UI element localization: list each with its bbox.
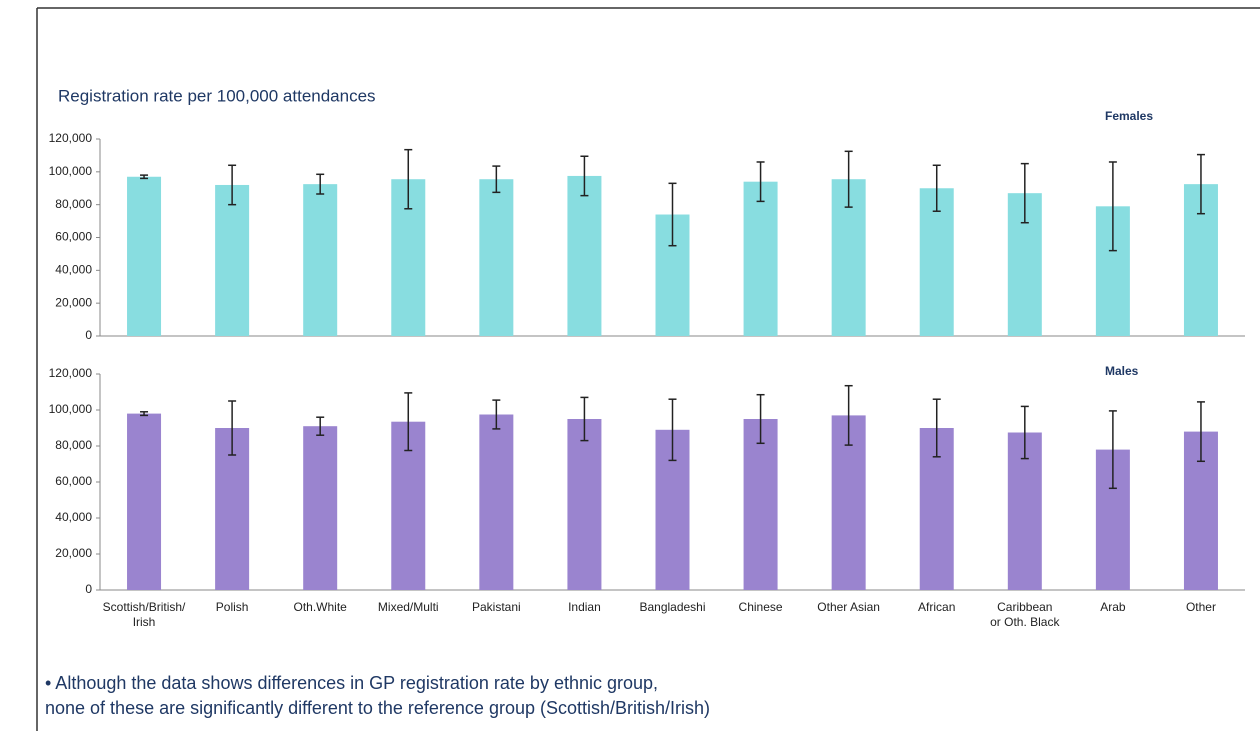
bar [127, 176, 162, 336]
error-bar [404, 392, 413, 452]
error-bar [316, 173, 325, 195]
y-tick-label: 40,000 [55, 510, 92, 524]
note-line: none of these are significantly differen… [45, 698, 710, 718]
error-bar [404, 148, 413, 210]
error-bar [1108, 161, 1117, 252]
y-tick-label: 0 [85, 582, 92, 596]
error-bar [140, 174, 149, 180]
error-bar [228, 400, 237, 456]
x-tick-label: African [918, 600, 956, 614]
y-tick-label: 120,000 [49, 366, 93, 380]
x-tick-label: Pakistani [471, 600, 521, 614]
y-tick-label: 60,000 [55, 230, 92, 244]
bar [479, 414, 514, 590]
y-tick-label: 80,000 [55, 438, 92, 452]
error-bar [668, 398, 677, 462]
error-bar [1108, 410, 1117, 490]
bar [567, 175, 602, 336]
y-tick-label: 40,000 [55, 263, 92, 277]
panel-label: Males [1105, 364, 1139, 378]
note-line: • Although the data shows differences in… [45, 673, 658, 693]
error-bar [228, 164, 237, 206]
y-tick-label: 60,000 [55, 474, 92, 488]
y-tick-label: 100,000 [49, 402, 93, 416]
bar [479, 179, 514, 336]
x-tick-label: Other Asian [817, 600, 880, 614]
error-bar [1196, 153, 1205, 215]
x-tick-label: Arab [1100, 600, 1126, 614]
x-tick-label: Oth.White [293, 600, 347, 614]
bar [743, 181, 778, 336]
y-tick-label: 120,000 [49, 131, 93, 145]
error-bar [140, 411, 149, 417]
bar [215, 184, 250, 336]
bar [127, 413, 162, 590]
error-bar [1020, 405, 1029, 460]
y-tick-label: 100,000 [49, 164, 93, 178]
error-bar [756, 393, 765, 445]
error-bar [316, 416, 325, 436]
y-tick-label: 0 [85, 328, 92, 342]
x-tick-label: Polish [215, 600, 249, 614]
panel-label: Females [1105, 109, 1153, 123]
error-bar [932, 164, 941, 212]
x-tick-label: Bangladeshi [639, 600, 706, 614]
error-bar [756, 161, 765, 203]
error-bar [1020, 162, 1029, 224]
bar [303, 184, 338, 336]
x-tick-label: Mixed/Multi [377, 600, 439, 614]
x-tick-label: Other [1185, 600, 1216, 614]
chart-title: Registration rate per 100,000 attendance… [58, 86, 376, 105]
error-bar [492, 165, 501, 194]
y-tick-label: 20,000 [55, 295, 92, 309]
x-tick-label: Chinese [738, 600, 783, 614]
error-bar [668, 182, 677, 247]
x-tick-label: Caribbean or Oth. Black [990, 600, 1060, 629]
error-bar [844, 150, 853, 208]
error-bar [580, 396, 589, 442]
error-bar [492, 399, 501, 430]
error-bar [932, 398, 941, 458]
bar [567, 419, 602, 590]
bar [743, 419, 778, 590]
error-bar [844, 384, 853, 446]
error-bar [1196, 401, 1205, 463]
x-tick-label: Indian [568, 600, 601, 614]
y-tick-label: 20,000 [55, 546, 92, 560]
x-tick-label: Scottish/British/ Irish [102, 600, 186, 629]
error-bar [580, 155, 589, 197]
bar [303, 426, 338, 590]
y-tick-label: 80,000 [55, 197, 92, 211]
bar [919, 188, 954, 336]
